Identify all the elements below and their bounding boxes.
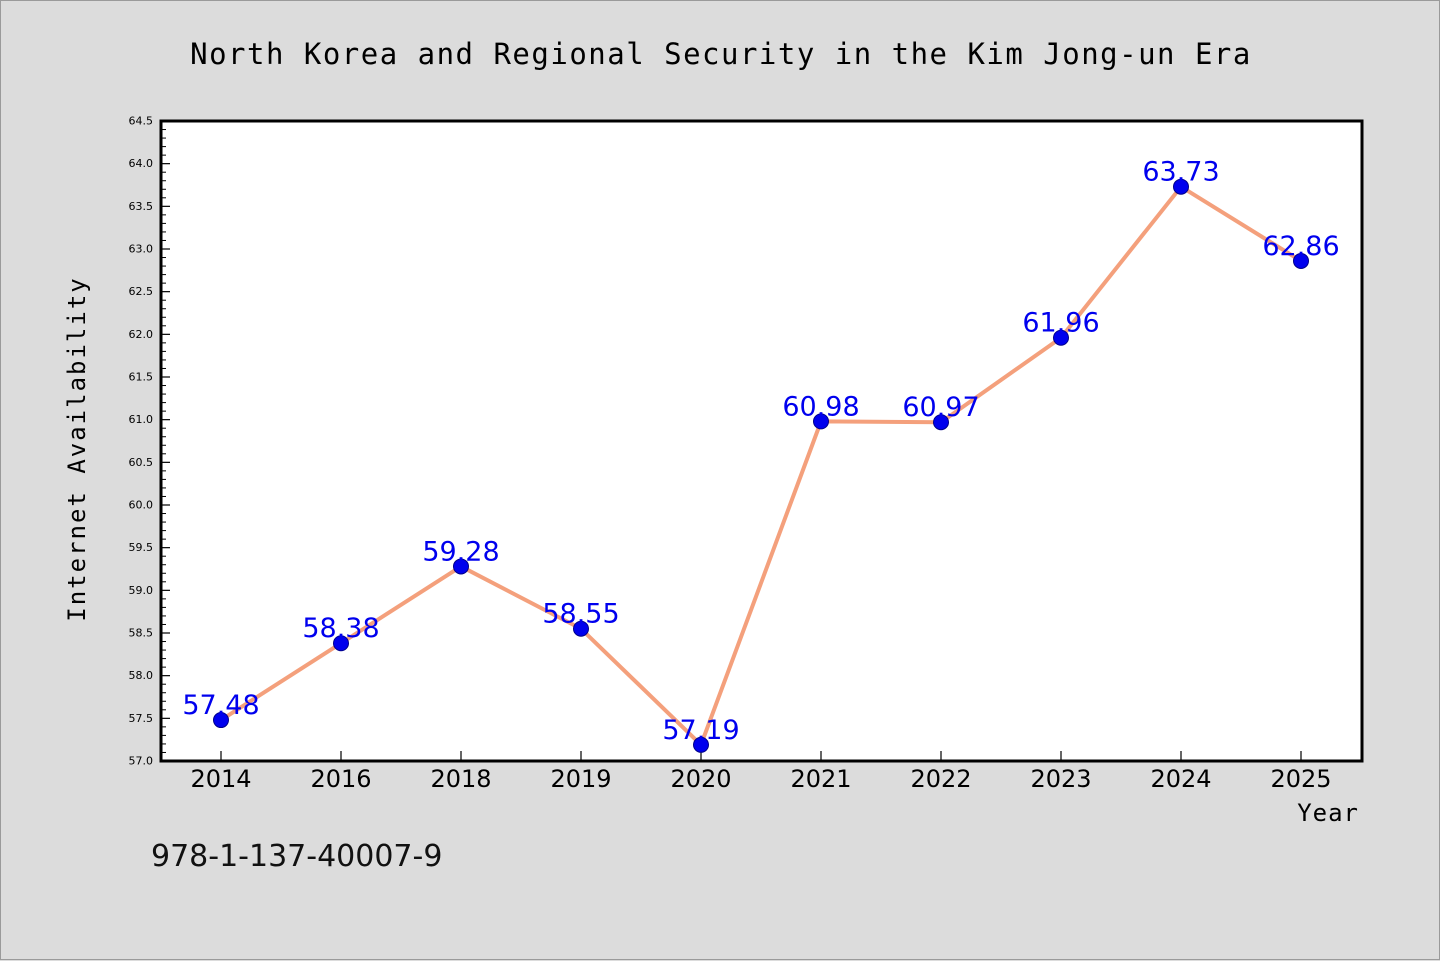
- x-tick-label: 2014: [190, 765, 251, 793]
- y-tick-label: 59.0: [129, 584, 154, 597]
- x-tick-label: 2016: [310, 765, 371, 793]
- data-point-marker: [573, 620, 589, 637]
- data-point-marker: [453, 558, 469, 575]
- data-value-label: 63.73: [1142, 157, 1219, 188]
- y-tick-label: 57.5: [129, 712, 154, 725]
- data-point-marker: [333, 635, 349, 652]
- y-tick-label: 63.5: [129, 200, 154, 213]
- data-value-label: 62.86: [1262, 231, 1339, 262]
- data-point-marker: [213, 712, 229, 729]
- data-point-marker: [693, 736, 709, 753]
- x-tick-label: 2022: [910, 765, 971, 793]
- data-value-label: 57.48: [182, 690, 259, 721]
- data-value-label: 58.38: [302, 613, 379, 644]
- x-tick-label: 2021: [790, 765, 851, 793]
- series-line: [219, 184, 1303, 747]
- data-point-marker: [933, 414, 949, 431]
- y-tick-label: 57.0: [129, 755, 154, 768]
- y-tick-label: 63.0: [129, 243, 154, 256]
- plot-area: [159, 119, 1364, 763]
- x-axis-label: Year: [1297, 799, 1359, 827]
- x-tick-label: 2025: [1270, 765, 1331, 793]
- data-value-label: 61.96: [1022, 308, 1099, 339]
- data-labels: 57.48 58.38 59.28 58.55 57.19 60.98 60.97 61.96…: [182, 157, 1339, 746]
- y-tick-label: 64.5: [129, 115, 154, 128]
- y-tick-label: 62.0: [129, 328, 154, 341]
- y-tick-label: 60.5: [129, 456, 154, 469]
- data-point-marker: [1053, 329, 1069, 346]
- x-tick-label: 2019: [550, 765, 611, 793]
- x-tick-label: 2020: [670, 765, 731, 793]
- y-tick-label: 61.0: [129, 413, 154, 426]
- y-tick-label: 61.5: [129, 371, 154, 384]
- x-tick-label: 2018: [430, 765, 491, 793]
- y-tick-label: 62.5: [129, 285, 154, 298]
- data-point-marker: [1173, 178, 1189, 195]
- data-value-label: 58.55: [542, 599, 619, 630]
- data-value-label: 59.28: [422, 536, 499, 567]
- isbn-annotation: 978-1-137-40007-9: [151, 839, 442, 874]
- y-tick-label: 60.0: [129, 499, 154, 512]
- y-tick-label: 59.5: [129, 541, 154, 554]
- chart-title: North Korea and Regional Security in the…: [190, 37, 1252, 71]
- data-value-label: 57.19: [662, 715, 739, 746]
- x-tick-label: 2024: [1150, 765, 1211, 793]
- y-tick-label: 58.5: [129, 627, 154, 640]
- data-value-label: 60.98: [782, 391, 859, 422]
- series-markers: [213, 178, 1309, 753]
- y-tick-label: 64.0: [129, 157, 154, 170]
- y-tick-label: 58.0: [129, 669, 154, 682]
- y-axis-label: Internet Availability: [63, 276, 91, 621]
- data-value-label: 60.97: [902, 392, 979, 423]
- x-tick-label: 2023: [1030, 765, 1091, 793]
- data-point-marker: [813, 413, 829, 430]
- x-axis: 2014 2016 2018 2019 2020 2021 2022 2023 2024 2025: [190, 751, 1332, 793]
- y-axis: 57.0 57.5 58.0 58.5 59.0 59.5 60.0 60.5 61.0 61.5…: [129, 115, 170, 768]
- data-point-marker: [1293, 252, 1309, 269]
